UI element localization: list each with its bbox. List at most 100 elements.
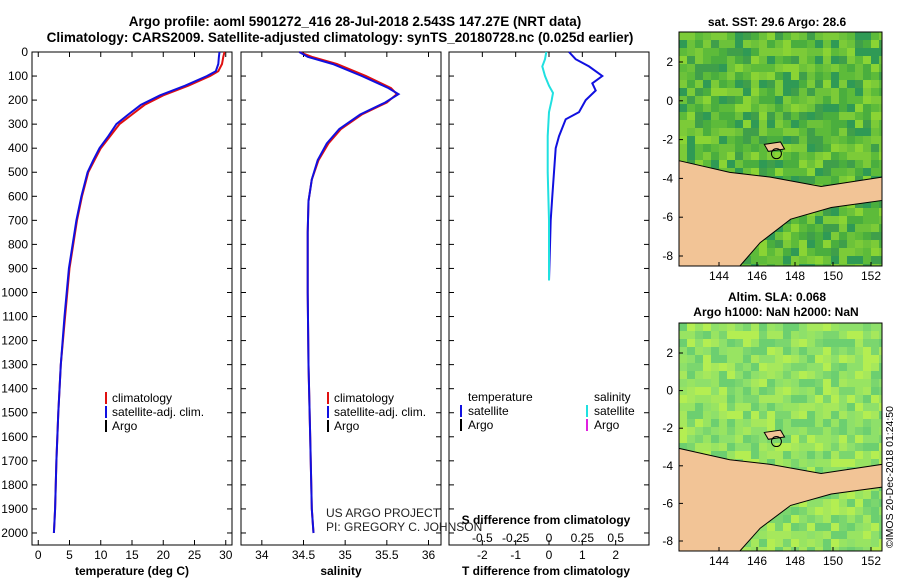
map-cell [687, 96, 695, 104]
map-cell [743, 435, 751, 443]
map-cell [767, 48, 775, 56]
map-cell [871, 48, 879, 56]
map-cell [839, 499, 847, 507]
map-cell [863, 547, 871, 551]
map-cell [751, 64, 759, 72]
map-cell [807, 403, 815, 411]
map-cell [847, 64, 855, 72]
map-cell [799, 435, 807, 443]
map-cell [775, 347, 783, 355]
map-cell [735, 451, 743, 459]
map-cell [807, 64, 815, 72]
map-cell [759, 459, 767, 467]
map-cell [735, 387, 743, 395]
map-cell [871, 515, 879, 523]
map-cell [847, 216, 855, 224]
map-cell [799, 224, 807, 232]
depth-tick-label: 100 [8, 69, 28, 83]
sst-map-layer: 144 146 148 150 152 2 0 -2 -4 -6 -8 [662, 31, 883, 283]
map-cell [695, 371, 703, 379]
map-cell [863, 144, 871, 152]
map-cell [727, 32, 735, 40]
map-cell [839, 523, 847, 531]
map-cell [799, 403, 807, 411]
map-cell [759, 64, 767, 72]
map-cell [767, 248, 775, 256]
map-cell [775, 32, 783, 40]
map-cell [711, 96, 719, 104]
map-cell [743, 48, 751, 56]
map-cell [719, 40, 727, 48]
map-cell [751, 248, 759, 256]
map-cell [823, 104, 831, 112]
map-cell [807, 80, 815, 88]
map-cell [751, 363, 759, 371]
map-cell [791, 339, 799, 347]
map-cell [695, 347, 703, 355]
map-cell [799, 176, 807, 184]
map-cell [759, 72, 767, 80]
map-cell [679, 128, 687, 136]
map-cell [743, 547, 751, 551]
map-cell [735, 144, 743, 152]
map-cell [711, 104, 719, 112]
map-cell [871, 411, 879, 419]
salinity-xtick-label: 36 [422, 548, 436, 562]
map-cell [735, 363, 743, 371]
map-cell [791, 136, 799, 144]
map-cell [831, 531, 839, 539]
map-cell [799, 539, 807, 547]
map-cell [815, 355, 823, 363]
map-cell [727, 435, 735, 443]
map-cell [879, 523, 882, 531]
map-cell [783, 451, 791, 459]
map-cell [871, 507, 879, 515]
map-cell [839, 256, 847, 264]
map-cell [855, 80, 863, 88]
map-xtick-label: 146 [747, 554, 767, 568]
map-cell [679, 56, 687, 64]
map-cell [791, 427, 799, 435]
map-cell [815, 411, 823, 419]
map-cell [735, 152, 743, 160]
map-cell [711, 152, 719, 160]
map-cell [839, 491, 847, 499]
map-ytick-label: -4 [662, 459, 673, 473]
map-cell [727, 48, 735, 56]
map-cell [783, 443, 791, 451]
map-cell [711, 88, 719, 96]
map-cell [695, 104, 703, 112]
map-cell [743, 339, 751, 347]
map-cell [831, 88, 839, 96]
map-cell [839, 80, 847, 88]
map-cell [703, 323, 711, 331]
map-cell [815, 80, 823, 88]
map-cell [807, 371, 815, 379]
map-cell [863, 451, 871, 459]
depth-tick-label: 1900 [1, 502, 28, 516]
map-cell [735, 80, 743, 88]
legend-argo-label: Argo [112, 419, 138, 433]
map-cell [775, 256, 783, 264]
map-cell [719, 323, 727, 331]
map-cell [863, 40, 871, 48]
map-cell [863, 64, 871, 72]
map-cell [767, 40, 775, 48]
depth-tick-label: 1100 [2, 310, 28, 324]
map-cell [831, 144, 839, 152]
map-cell [711, 347, 719, 355]
map-cell [879, 264, 882, 266]
map-cell [759, 523, 767, 531]
map-cell [871, 96, 879, 104]
map-cell [711, 435, 719, 443]
map-cell [855, 515, 863, 523]
map-cell [695, 355, 703, 363]
map-cell [807, 355, 815, 363]
map-cell [823, 339, 831, 347]
map-cell [839, 48, 847, 56]
map-cell [879, 216, 882, 224]
map-cell [863, 491, 871, 499]
map-cell [871, 32, 879, 40]
map-cell [751, 419, 759, 427]
map-cell [847, 379, 855, 387]
